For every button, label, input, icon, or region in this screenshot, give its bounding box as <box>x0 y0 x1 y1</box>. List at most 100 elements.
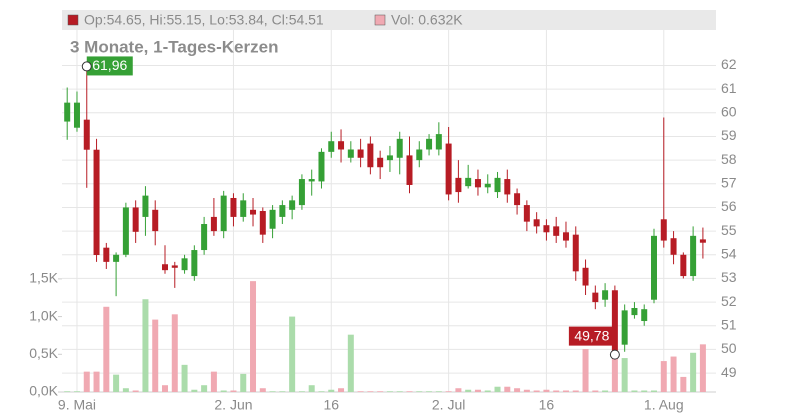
candle-body <box>660 219 667 241</box>
y-tick-label: 53 <box>721 269 737 285</box>
volume-bar <box>582 349 589 392</box>
candle-body <box>162 264 168 271</box>
volume-bar <box>152 319 159 392</box>
candle-body <box>103 247 110 262</box>
candle-body <box>93 149 100 256</box>
volume-bar <box>435 391 442 392</box>
candle-body <box>435 134 442 150</box>
volume-bar <box>122 388 129 392</box>
volume-bar <box>631 390 638 392</box>
candle-body <box>631 308 638 316</box>
volume-bar <box>396 391 403 392</box>
candle-body <box>347 149 354 158</box>
volume-bar <box>670 356 677 392</box>
volume-bar <box>230 390 237 392</box>
candle-body <box>641 309 648 322</box>
volume-bar <box>93 371 100 392</box>
volume-bar <box>298 391 305 392</box>
candle-body <box>142 195 149 217</box>
volume-bar <box>494 386 501 392</box>
ohlc-label: Op:54.65, Hi:55.15, Lo:53.84, Cl:54.51 <box>84 12 324 28</box>
volume-bar <box>318 391 325 392</box>
volume-legend-swatch <box>374 14 386 26</box>
candle-body <box>269 209 276 229</box>
y-tick-label: 52 <box>721 293 737 309</box>
candle-body <box>308 179 315 182</box>
annotation-marker <box>609 349 620 360</box>
volume-bar <box>572 390 579 392</box>
volume-bar <box>367 391 374 392</box>
candle-body <box>83 119 90 150</box>
y-tick-label: 54 <box>721 245 737 261</box>
y-tick-label: 59 <box>721 127 737 143</box>
candle-body <box>690 235 697 277</box>
volume-bar <box>386 391 393 392</box>
volume-bar <box>426 391 433 392</box>
volume-bar <box>514 388 521 392</box>
candle-body <box>181 258 188 271</box>
candle-body <box>553 226 560 236</box>
annotation-marker <box>81 61 92 72</box>
volume-bar <box>64 391 71 392</box>
volume-bar <box>328 389 335 392</box>
volume-bar <box>113 374 120 392</box>
volume-bar <box>347 334 354 392</box>
volume-bar <box>416 391 423 392</box>
candle-body <box>396 138 403 158</box>
candle-body <box>201 224 208 251</box>
volume-bar <box>171 314 178 392</box>
volume-bar <box>269 391 276 392</box>
volume-bar <box>523 389 530 392</box>
candle-body <box>543 225 550 233</box>
volume-bar <box>338 388 345 392</box>
candle-body <box>572 234 579 272</box>
candle-body <box>386 155 393 161</box>
volume-bar <box>83 371 90 392</box>
y2-tick-label: 0,0K <box>29 383 58 399</box>
candle-body <box>357 149 364 158</box>
y-tick-label: 50 <box>721 340 737 356</box>
candle-body <box>113 254 120 262</box>
volume-bar <box>533 390 540 392</box>
volume-bar <box>504 386 511 392</box>
volume-bar <box>132 390 139 392</box>
volume-bar <box>220 390 227 392</box>
volume-bar <box>289 316 296 392</box>
volume-bar <box>73 391 80 392</box>
candle-body <box>377 157 384 168</box>
candle-body <box>289 200 296 210</box>
x-tick-label: 2. Jul <box>432 397 465 413</box>
candle-body <box>210 216 217 232</box>
candle-body <box>670 238 677 255</box>
volume-bar <box>162 385 168 392</box>
volume-bar <box>279 391 286 392</box>
volume-bar <box>641 390 648 392</box>
candle-body <box>406 155 413 185</box>
candle-body <box>523 205 530 222</box>
y-tick-label: 57 <box>721 174 737 190</box>
volume-bar <box>699 344 706 392</box>
annotation-label: 61,96 <box>92 57 127 73</box>
price-legend-swatch <box>67 14 79 26</box>
grid-layer <box>62 30 716 392</box>
candle-body <box>602 290 609 300</box>
candle-body <box>514 193 521 206</box>
y-tick-label: 49 <box>721 364 737 380</box>
candle-body <box>504 179 511 195</box>
volume-bar <box>690 352 697 392</box>
annotation-box <box>568 326 615 346</box>
candle-body <box>533 219 540 227</box>
x-tick-label: 16 <box>323 397 339 413</box>
candle-body <box>220 195 227 232</box>
candle-body <box>651 235 657 300</box>
candle-body <box>416 149 423 161</box>
candle-body <box>279 205 286 217</box>
y-tick-label: 51 <box>721 316 737 332</box>
volume-bar <box>103 306 110 392</box>
volume-bar <box>602 390 609 392</box>
volume-bar <box>445 391 452 392</box>
volume-bar <box>592 390 599 392</box>
volume-bar <box>455 388 462 392</box>
candle-body <box>230 197 237 217</box>
volume-bar <box>543 389 550 392</box>
